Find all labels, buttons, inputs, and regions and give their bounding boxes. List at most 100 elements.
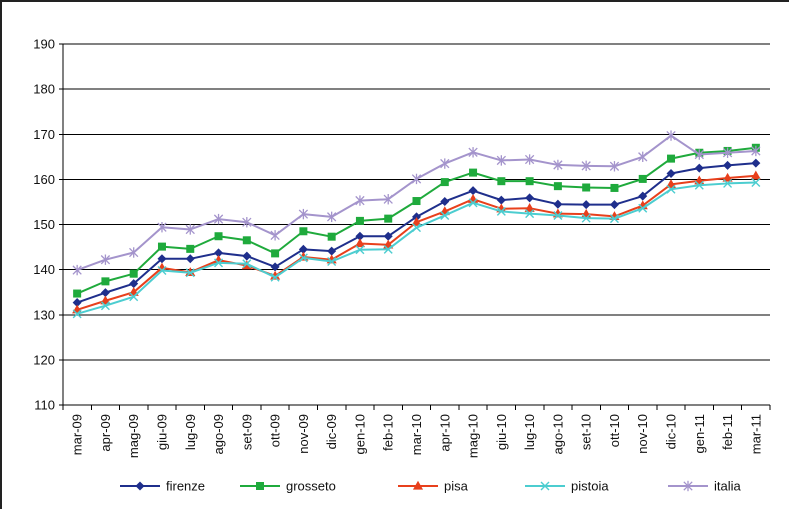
x-tick-label-feb-10: feb-10 bbox=[381, 414, 396, 451]
point-italia-apr-10 bbox=[440, 158, 450, 169]
x-tick-label-dic-09: dic-09 bbox=[324, 414, 339, 449]
x-tick-label-ago-09: ago-09 bbox=[211, 414, 226, 454]
point-italia-mar-09 bbox=[72, 264, 82, 276]
x-tick-label-mag-10: mag-10 bbox=[466, 414, 481, 458]
point-pistoia-set-10 bbox=[581, 213, 591, 223]
point-italia-lug-09 bbox=[185, 224, 195, 235]
point-pistoia-ott-09 bbox=[270, 272, 280, 282]
point-grosseto-set-09 bbox=[242, 236, 251, 245]
point-pistoia-ago-09 bbox=[214, 258, 224, 268]
point-pistoia-giu-10 bbox=[496, 206, 506, 216]
point-firenze-dic-09 bbox=[327, 246, 337, 256]
point-pistoia-nov-10 bbox=[638, 203, 648, 213]
legend-label-italia: italia bbox=[714, 479, 742, 494]
point-italia-mar-10 bbox=[411, 173, 422, 185]
x-tick-label-gen-11: gen-11 bbox=[692, 414, 707, 454]
point-firenze-giu-10 bbox=[496, 195, 506, 205]
legend-item-firenze: firenze bbox=[120, 479, 205, 494]
point-pisa-gen-10 bbox=[354, 238, 366, 248]
point-grosseto-ago-10 bbox=[553, 182, 562, 191]
point-firenze-mar-11 bbox=[751, 158, 761, 168]
point-pistoia-mar-11 bbox=[751, 178, 761, 188]
point-italia-ago-10 bbox=[553, 159, 563, 171]
point-italia-ott-09 bbox=[270, 230, 280, 241]
x-tick-label-set-10: set-10 bbox=[579, 414, 594, 450]
point-firenze-ott-10 bbox=[609, 200, 619, 210]
point-pistoia-mag-10 bbox=[468, 198, 478, 208]
point-firenze-ago-10 bbox=[553, 199, 563, 209]
point-pistoia-apr-10 bbox=[440, 210, 450, 220]
legend: firenze grosseto pisa pistoia italia bbox=[120, 479, 742, 494]
x-axis-ticks: mar-09 apr-09 mag-09 giu-09 lug-09 ago-09 set-… bbox=[62, 405, 771, 458]
point-grosseto-mag-10 bbox=[469, 168, 478, 177]
x-tick-label-giu-09: giu-09 bbox=[154, 414, 169, 450]
x-tick-label-mar-11: mar-11 bbox=[748, 414, 763, 454]
point-pistoia-lug-09 bbox=[185, 268, 195, 278]
x-tick-label-apr-10: apr-10 bbox=[437, 414, 452, 452]
series-firenze bbox=[72, 158, 761, 308]
point-italia-set-10 bbox=[581, 160, 591, 172]
point-pistoia-mar-09 bbox=[72, 309, 82, 319]
point-italia-feb-10 bbox=[383, 194, 393, 205]
point-italia-dic-09 bbox=[327, 211, 337, 223]
legend-label-pisa: pisa bbox=[444, 479, 469, 494]
point-firenze-nov-10 bbox=[638, 191, 648, 201]
point-pisa-gen-11 bbox=[694, 175, 705, 185]
x-tick-label-nov-09: nov-09 bbox=[296, 414, 311, 454]
legend-label-pistoia: pistoia bbox=[571, 479, 609, 494]
legend-item-pisa: pisa bbox=[398, 479, 469, 494]
point-pisa-dic-10 bbox=[665, 179, 677, 188]
x-tick-label-mar-09: mar-09 bbox=[70, 414, 85, 455]
point-grosseto-mar-10 bbox=[412, 197, 421, 206]
point-pisa-mar-11 bbox=[750, 170, 761, 180]
series-italia bbox=[72, 130, 761, 276]
point-firenze-dic-10 bbox=[666, 169, 676, 179]
legend-marker-pisa bbox=[412, 480, 424, 490]
legend-label-grosseto: grosseto bbox=[286, 479, 336, 494]
point-italia-giu-10 bbox=[496, 155, 506, 166]
point-grosseto-apr-10 bbox=[440, 178, 449, 187]
point-pistoia-nov-09 bbox=[298, 253, 308, 263]
point-pisa-mag-10 bbox=[467, 194, 479, 203]
point-grosseto-dic-09 bbox=[327, 232, 336, 241]
x-tick-label-ott-10: ott-10 bbox=[607, 414, 622, 447]
point-firenze-apr-10 bbox=[440, 196, 450, 206]
x-tick-label-giu-10: giu-10 bbox=[494, 414, 509, 450]
x-tick-label-ott-09: ott-09 bbox=[268, 414, 283, 447]
y-tick-label-150: 150 bbox=[33, 217, 55, 232]
point-grosseto-apr-09 bbox=[101, 277, 110, 286]
point-firenze-apr-09 bbox=[100, 288, 110, 298]
y-tick-label-180: 180 bbox=[33, 82, 55, 97]
point-grosseto-nov-10 bbox=[638, 174, 647, 183]
point-firenze-lug-10 bbox=[525, 193, 535, 203]
point-grosseto-mar-09 bbox=[73, 289, 82, 298]
point-pistoia-dic-10 bbox=[666, 184, 676, 194]
point-pistoia-dic-09 bbox=[327, 257, 337, 266]
point-pistoia-apr-09 bbox=[100, 301, 110, 311]
point-pistoia-ott-10 bbox=[609, 214, 619, 224]
point-grosseto-ott-09 bbox=[271, 249, 280, 258]
point-italia-mag-09 bbox=[129, 247, 139, 258]
point-grosseto-mag-09 bbox=[129, 269, 138, 278]
point-firenze-gen-11 bbox=[694, 163, 704, 173]
point-italia-apr-09 bbox=[100, 254, 111, 265]
legend-marker-firenze bbox=[135, 481, 145, 491]
point-pistoia-feb-10 bbox=[383, 244, 393, 254]
point-pistoia-set-09 bbox=[242, 259, 252, 269]
point-pistoia-mag-09 bbox=[129, 292, 139, 302]
series-pistoia bbox=[72, 178, 761, 319]
x-tick-label-feb-11: feb-11 bbox=[720, 414, 735, 450]
legend-item-pistoia: pistoia bbox=[525, 479, 609, 494]
point-grosseto-giu-09 bbox=[157, 242, 166, 251]
point-pistoia-ago-10 bbox=[553, 210, 563, 220]
series-pisa bbox=[72, 170, 761, 314]
point-pistoia-lug-10 bbox=[525, 209, 535, 219]
point-italia-nov-09 bbox=[298, 208, 309, 220]
series-group bbox=[72, 130, 761, 319]
point-italia-gen-10 bbox=[355, 195, 365, 206]
point-grosseto-ago-09 bbox=[214, 232, 223, 241]
point-italia-nov-10 bbox=[638, 151, 648, 163]
point-firenze-feb-11 bbox=[723, 160, 733, 170]
